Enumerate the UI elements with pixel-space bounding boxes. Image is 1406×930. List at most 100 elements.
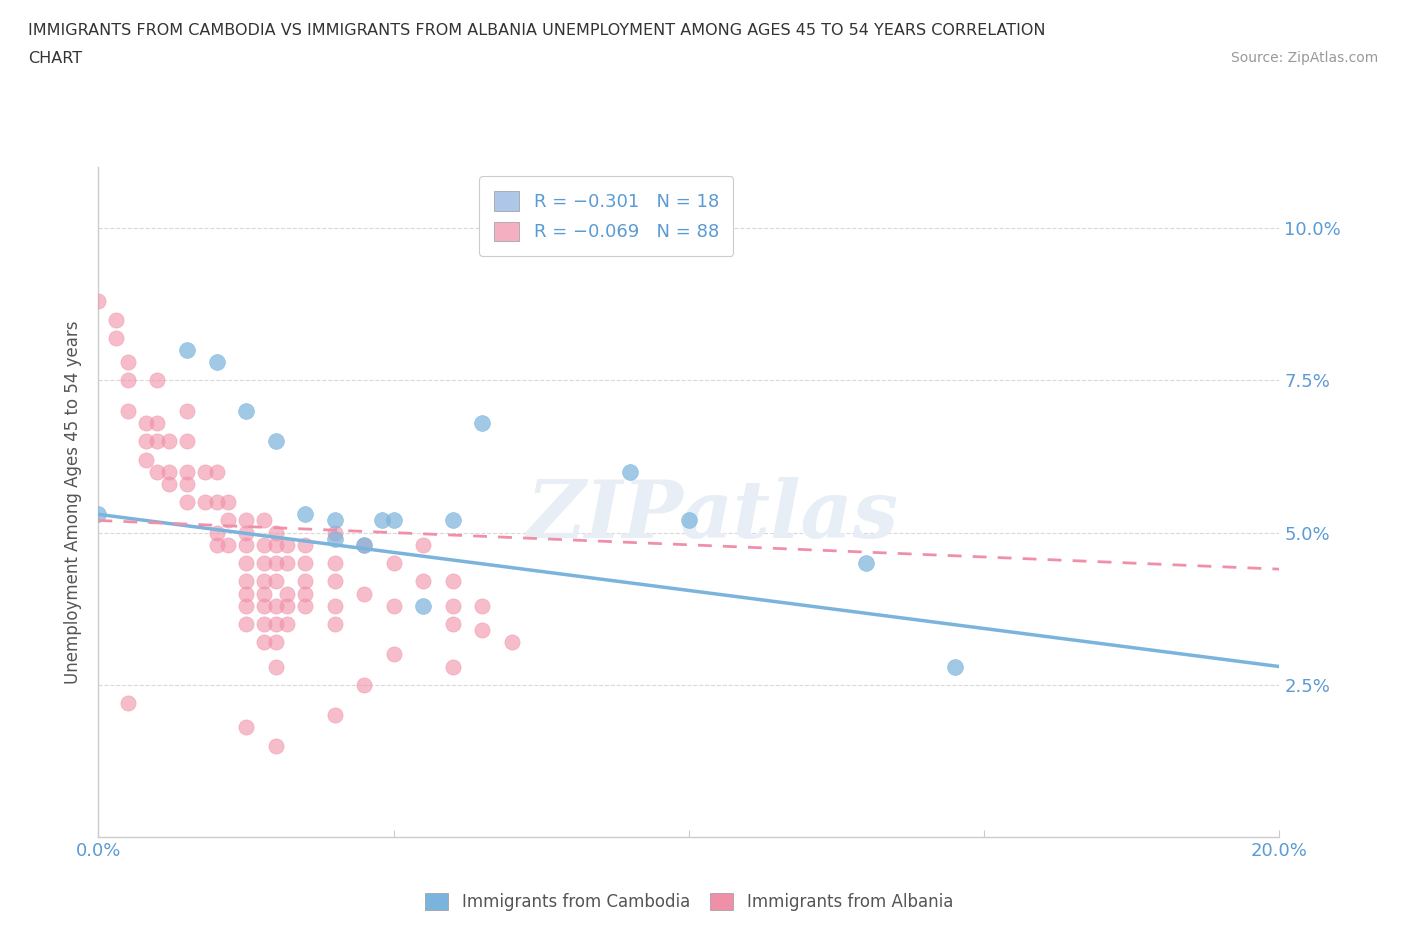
Point [441,574,464,589]
Point [441,617,464,631]
Point [353,538,375,552]
Point [264,525,287,540]
Point [253,513,276,528]
Point [105,330,128,345]
Point [855,555,877,570]
Point [176,404,198,418]
Point [471,622,494,637]
Point [117,404,139,418]
Point [235,525,257,540]
Point [235,555,257,570]
Point [382,598,405,613]
Point [135,434,157,449]
Point [264,434,287,449]
Point [371,513,394,528]
Point [205,495,228,510]
Text: CHART: CHART [28,51,82,66]
Point [294,574,316,589]
Point [323,555,346,570]
Point [471,416,494,431]
Point [235,538,257,552]
Point [294,538,316,552]
Point [276,555,298,570]
Point [176,476,198,491]
Point [194,464,217,479]
Point [253,598,276,613]
Point [105,312,128,327]
Point [253,635,276,650]
Point [146,373,169,388]
Point [353,538,375,552]
Point [276,538,298,552]
Point [87,294,110,309]
Legend: Immigrants from Cambodia, Immigrants from Albania: Immigrants from Cambodia, Immigrants fro… [413,881,965,923]
Point [205,525,228,540]
Point [205,464,228,479]
Point [294,586,316,601]
Point [323,617,346,631]
Point [441,513,464,528]
Point [253,617,276,631]
Point [135,416,157,431]
Point [441,659,464,674]
Point [205,354,228,369]
Text: ZIPatlas: ZIPatlas [526,477,898,554]
Point [323,525,346,540]
Point [323,598,346,613]
Point [235,598,257,613]
Point [501,635,523,650]
Point [87,507,110,522]
Point [194,495,217,510]
Point [412,598,434,613]
Point [217,538,239,552]
Point [382,513,405,528]
Point [276,617,298,631]
Point [276,586,298,601]
Point [157,476,180,491]
Point [235,617,257,631]
Point [146,434,169,449]
Point [176,342,198,357]
Point [205,538,228,552]
Point [176,464,198,479]
Y-axis label: Unemployment Among Ages 45 to 54 years: Unemployment Among Ages 45 to 54 years [63,321,82,684]
Point [264,635,287,650]
Point [678,513,700,528]
Point [264,555,287,570]
Point [353,586,375,601]
Point [943,659,966,674]
Point [382,647,405,662]
Point [441,598,464,613]
Point [146,464,169,479]
Point [264,598,287,613]
Point [264,738,287,753]
Point [264,574,287,589]
Point [217,513,239,528]
Point [264,538,287,552]
Point [264,659,287,674]
Point [235,720,257,735]
Point [264,617,287,631]
Point [235,404,257,418]
Point [294,555,316,570]
Point [323,513,346,528]
Point [294,507,316,522]
Point [471,598,494,613]
Point [294,598,316,613]
Point [323,708,346,723]
Text: IMMIGRANTS FROM CAMBODIA VS IMMIGRANTS FROM ALBANIA UNEMPLOYMENT AMONG AGES 45 T: IMMIGRANTS FROM CAMBODIA VS IMMIGRANTS F… [28,23,1046,38]
Point [253,538,276,552]
Point [412,538,434,552]
Point [176,434,198,449]
Point [382,555,405,570]
Point [117,354,139,369]
Point [253,586,276,601]
Point [253,555,276,570]
Point [135,452,157,467]
Point [217,495,239,510]
Point [253,574,276,589]
Point [117,696,139,711]
Point [176,495,198,510]
Point [117,373,139,388]
Text: Source: ZipAtlas.com: Source: ZipAtlas.com [1230,51,1378,65]
